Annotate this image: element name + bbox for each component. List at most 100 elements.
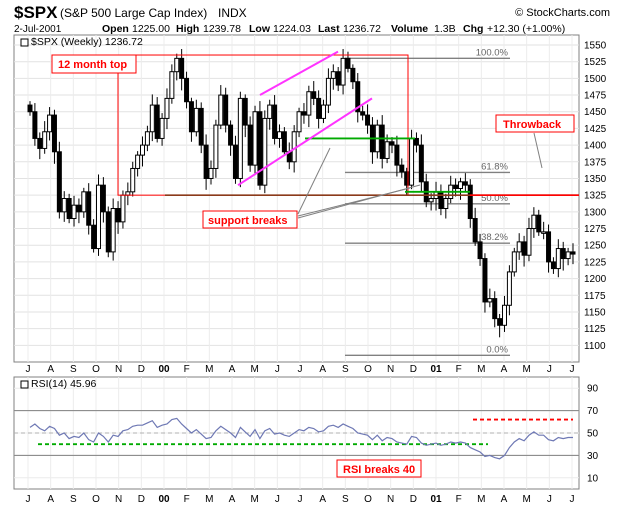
annotation-support-breaks: support breaks	[202, 210, 298, 229]
high-value: 1239.78	[203, 23, 241, 35]
open-label: Open	[102, 23, 129, 35]
price-tick-label: 1150	[584, 307, 606, 318]
price-bar-body	[365, 114, 371, 126]
rsi-x-tick-label: M	[477, 494, 485, 505]
price-bar-body	[453, 184, 459, 189]
price-bar-body	[159, 117, 165, 139]
chg-value: +12.30 (+1.00%)	[487, 23, 565, 35]
price-bar-body	[521, 241, 527, 256]
price-bar-body	[237, 97, 243, 179]
rsi-x-tick-label: J	[547, 494, 552, 505]
annotation-12-month-top: 12 month top	[51, 54, 137, 74]
price-tick-label: 1475	[584, 91, 607, 102]
rsi-x-tick-label: F	[456, 494, 462, 505]
price-bar-body	[242, 97, 248, 126]
price-bar-body	[404, 171, 410, 186]
volume-label: Volume	[391, 23, 428, 35]
price-bar-body	[223, 94, 229, 126]
price-bar-body	[76, 204, 82, 213]
price-bar-body	[506, 271, 512, 306]
price-bar-body	[276, 131, 282, 139]
chg-label: Chg	[463, 23, 483, 35]
price-bar-body	[47, 114, 53, 133]
rsi-x-tick-label: A	[319, 494, 326, 505]
price-bar-body	[115, 208, 121, 223]
pointer-line	[297, 184, 421, 219]
price-bar-body	[487, 298, 493, 303]
price-bar-body	[120, 194, 126, 223]
price-bar-body	[502, 304, 508, 326]
price-bar-body	[247, 124, 253, 166]
rsi-x-tick-label: 00	[158, 494, 170, 505]
price-bar-body	[232, 144, 238, 179]
price-bar-body	[164, 97, 170, 119]
rsi-tick-label: 70	[587, 406, 599, 417]
rsi-levels	[14, 410, 579, 456]
price-bar-body	[301, 111, 307, 116]
annotation-rsi-breaks-40-text: RSI breaks 40	[343, 464, 415, 476]
price-bar-body	[100, 184, 106, 213]
price-x-axis: J A S O N D 00 F M A M J J A S O N D 01 F M A M J J	[26, 364, 575, 375]
annotation-throwback-text: Throwback	[503, 119, 562, 131]
price-bar-body	[335, 71, 341, 86]
rsi-line	[29, 417, 573, 460]
price-bar-body	[61, 198, 67, 213]
price-legend: $SPX (Weekly) 1236.72	[20, 36, 143, 48]
price-x-tick-label: A	[229, 364, 236, 375]
rsi-x-tick-label: M	[205, 494, 213, 505]
price-x-tick-label: M	[477, 364, 485, 375]
price-bar-body	[27, 104, 33, 113]
channel-upper	[259, 50, 339, 96]
price-tick-label: 1425	[584, 124, 607, 135]
price-bar-body	[550, 261, 556, 270]
pointer-line	[297, 147, 331, 215]
price-x-tick-label: N	[115, 364, 122, 375]
price-bar-body	[71, 204, 77, 220]
rsi-x-tick-label: O	[92, 494, 100, 505]
rsi-tick-label: 30	[587, 451, 599, 462]
price-x-tick-label: 00	[158, 364, 170, 375]
price-bars	[27, 49, 576, 338]
low-value: 1224.03	[273, 23, 311, 35]
rsi-x-tick-label: J	[26, 494, 31, 505]
price-tick-label: 1225	[584, 257, 607, 268]
price-bar-body	[213, 124, 219, 169]
price-x-tick-label: J	[275, 364, 280, 375]
price-bar-body	[565, 251, 571, 260]
fib-label: 100.0%	[476, 47, 509, 58]
quote-date: 2-Jul-2001	[14, 24, 62, 35]
price-bar-body	[492, 298, 498, 320]
price-bar-body	[350, 67, 356, 83]
price-bar-body	[325, 77, 331, 106]
copyright: © StockCharts.com	[515, 7, 610, 19]
price-bar-body	[125, 191, 131, 196]
rsi-x-tick-label: A	[47, 494, 54, 505]
price-bar-body	[105, 211, 111, 253]
price-bar-body	[110, 208, 116, 253]
price-x-tick-label: A	[501, 364, 508, 375]
price-x-tick-label: S	[342, 364, 349, 375]
price-bar-body	[321, 104, 327, 119]
price-y-axis: 1550 1525 1500 1475 1450 1425 1400 1375 1350 1325…	[584, 41, 607, 352]
annotation-rsi-breaks-40: RSI breaks 40	[336, 459, 422, 478]
price-x-tick-label: J	[547, 364, 552, 375]
price-x-tick-label: F	[456, 364, 462, 375]
price-bar-body	[56, 151, 62, 213]
price-bar-body	[135, 154, 141, 169]
price-tick-label: 1175	[584, 291, 606, 302]
price-bar-body	[228, 124, 234, 146]
price-x-tick-label: M	[205, 364, 213, 375]
price-x-tick-label: O	[92, 364, 100, 375]
price-bar-body	[531, 214, 537, 230]
price-bar-body	[526, 228, 532, 256]
price-bar-body	[257, 111, 263, 186]
price-tick-label: 1550	[584, 41, 607, 52]
price-x-tick-label: D	[138, 364, 145, 375]
annotation-support-breaks-text: support breaks	[208, 215, 287, 227]
price-bar-body	[316, 97, 322, 119]
price-bar-body	[208, 167, 214, 179]
price-tick-label: 1300	[584, 207, 607, 218]
price-x-tick-label: S	[70, 364, 77, 375]
price-bar-body	[345, 57, 351, 69]
price-bar-body	[91, 224, 97, 250]
